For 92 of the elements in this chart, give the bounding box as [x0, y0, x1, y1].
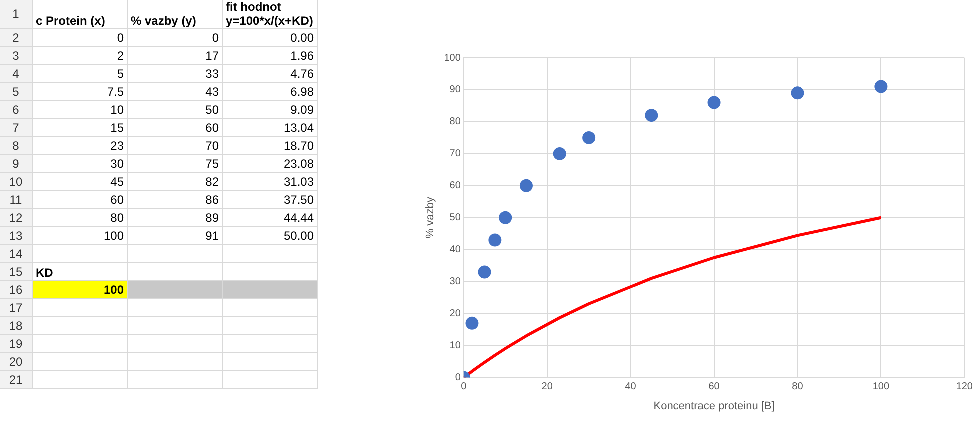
text: 37.50	[284, 192, 314, 206]
text: 44.44	[284, 210, 314, 224]
point	[791, 86, 804, 100]
text: 50.00	[284, 228, 314, 242]
text: 7.5	[107, 84, 124, 98]
y-tick-label: 0	[455, 372, 462, 384]
x-tick-label: 120	[956, 382, 974, 393]
text: 100	[104, 228, 124, 242]
text: 13.04	[284, 120, 314, 134]
y-tick-label: 90	[450, 84, 462, 96]
category-label: 21	[9, 372, 23, 386]
text: 75	[206, 156, 219, 170]
text: 15	[9, 264, 23, 278]
y-tick-label: 40	[450, 244, 462, 256]
text: KD	[36, 266, 54, 280]
text: 0.00	[290, 30, 314, 44]
text: 91	[206, 228, 219, 242]
text: 0	[212, 30, 219, 44]
point	[582, 131, 596, 144]
point	[499, 211, 512, 224]
text: 18.70	[284, 138, 314, 152]
text: 9.09	[290, 102, 314, 116]
text: 30	[110, 156, 124, 170]
text: fit hodnot y=100*x/(x+KD)	[226, 0, 314, 28]
category-label: 1	[12, 7, 20, 21]
category-label: 11	[10, 192, 22, 206]
text: % vazby (y)	[131, 14, 196, 28]
text: 5	[12, 84, 20, 98]
text: 10	[9, 174, 23, 188]
category-label: 7	[12, 120, 20, 134]
category-label: 16	[9, 282, 23, 296]
y-tick-label: 30	[450, 276, 462, 288]
category-label: 5	[117, 66, 124, 80]
category-label: 18	[9, 318, 23, 332]
y-tick-label: 50	[450, 212, 462, 224]
y-tick-label: 80	[450, 116, 462, 128]
x-tick-label: 20	[542, 382, 554, 393]
y-tick-label: 10	[450, 340, 462, 352]
category-label: 4	[12, 66, 20, 80]
text: 80	[110, 210, 124, 224]
x-axis-title: Koncentrace proteinu [B]	[654, 400, 775, 412]
category-label: 19	[9, 336, 23, 350]
text: 45	[110, 174, 124, 188]
y-axis-title: % vazby	[424, 196, 437, 239]
point	[520, 179, 533, 192]
x-tick-label: 40	[625, 382, 637, 393]
text: 6.98	[290, 84, 314, 98]
text: c Protein (x)	[36, 14, 106, 28]
text: 31.03	[284, 174, 314, 188]
text: 89	[206, 210, 219, 224]
text: 2	[117, 48, 124, 62]
point	[874, 80, 888, 94]
point	[553, 147, 566, 160]
category-label: 3	[12, 48, 20, 62]
point	[645, 109, 658, 122]
text: 23	[110, 138, 124, 152]
category-label: 12	[9, 210, 23, 224]
category-label: 8	[12, 138, 20, 152]
y-tick-label: 100	[444, 52, 462, 64]
text: 60	[206, 120, 219, 134]
y-tick-label: 60	[450, 180, 462, 192]
text: 43	[206, 84, 219, 98]
category-label: 9	[12, 156, 20, 170]
text: 1.96	[290, 48, 314, 62]
point	[488, 234, 502, 247]
category-label: 14	[9, 246, 23, 260]
category-label: 20	[9, 354, 23, 368]
text: 33	[206, 66, 219, 80]
text: 0	[117, 30, 124, 44]
text: 50	[206, 102, 219, 116]
category-label: 2	[12, 30, 20, 44]
text: 86	[206, 192, 219, 206]
text: 60	[110, 192, 124, 206]
category-label: 6	[12, 102, 20, 116]
point	[478, 266, 492, 279]
text: 82	[206, 174, 219, 188]
text: 17	[9, 300, 23, 314]
text: 4.76	[290, 66, 314, 80]
text: 100	[104, 282, 124, 296]
x-tick-label: 60	[708, 382, 720, 393]
point	[708, 96, 721, 110]
point	[466, 316, 479, 330]
text: 70	[206, 138, 219, 152]
text: 23.08	[284, 156, 314, 170]
y-tick-label: 20	[450, 308, 462, 320]
category-label: 13	[9, 228, 23, 242]
x-tick-label: 80	[792, 382, 804, 393]
category-label: 15	[110, 120, 124, 134]
x-tick-label: 100	[872, 382, 890, 393]
y-tick-label: 70	[450, 148, 462, 160]
category-label: 10	[110, 102, 124, 116]
category-label: 17	[206, 48, 219, 62]
